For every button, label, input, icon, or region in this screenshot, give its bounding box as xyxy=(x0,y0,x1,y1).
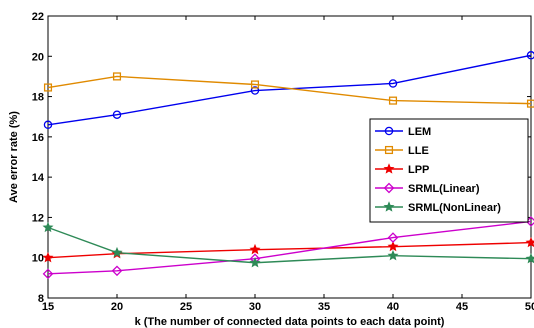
x-tick-label: 50 xyxy=(525,301,534,313)
x-tick-label: 25 xyxy=(180,301,192,313)
series-line xyxy=(47,75,532,105)
data-point xyxy=(112,110,122,119)
legend-item: LLE xyxy=(375,145,429,157)
legend-item: SRML(NonLinear) xyxy=(375,201,501,214)
y-tick-label: 8 xyxy=(38,293,44,305)
legend-marker xyxy=(384,126,394,136)
legend-marker xyxy=(383,182,395,194)
data-point xyxy=(42,221,54,233)
legend-marker xyxy=(384,145,394,155)
y-tick-label: 12 xyxy=(32,212,44,224)
legend-marker xyxy=(383,163,395,174)
data-point xyxy=(387,240,399,252)
axis-ticks: 15 20 25 30 35 40 45 50 8 10 12 14 16 18 20 22 xyxy=(32,11,534,313)
data-point xyxy=(42,251,54,263)
y-tick-label: 18 xyxy=(32,92,44,104)
legend-label: LEM xyxy=(408,126,431,138)
data-point xyxy=(112,72,122,81)
legend-label: SRML(NonLinear) xyxy=(408,202,501,214)
x-tick-label: 30 xyxy=(249,301,261,313)
data-point xyxy=(43,83,53,92)
data-point xyxy=(43,120,53,130)
y-tick-label: 14 xyxy=(32,172,45,184)
data-point xyxy=(387,232,399,243)
x-tick-label: 20 xyxy=(111,301,123,313)
data-point xyxy=(111,246,123,258)
data-point xyxy=(525,236,534,248)
y-axis-label: Ave error rate (%) xyxy=(8,111,20,203)
data-point xyxy=(250,80,260,89)
x-tick-label: 40 xyxy=(387,301,399,313)
data-point xyxy=(250,86,260,95)
data-point xyxy=(526,51,534,60)
series-lle xyxy=(43,72,534,108)
legend-item: LPP xyxy=(375,163,429,176)
y-tick-label: 10 xyxy=(32,253,44,265)
legend-label: SRML(Linear) xyxy=(408,183,480,195)
legend: LEM LLE LPP SRML(Linear) SRML(NonLinear) xyxy=(369,118,529,223)
series-lem xyxy=(43,51,534,130)
y-tick-label: 22 xyxy=(32,11,44,23)
data-point xyxy=(526,99,534,108)
data-point xyxy=(387,249,399,261)
series-srml-nonlinear- xyxy=(42,221,534,268)
data-point xyxy=(111,265,123,277)
x-tick-label: 15 xyxy=(42,301,54,313)
series-layer xyxy=(42,51,534,280)
data-point xyxy=(525,252,534,264)
legend-label: LLE xyxy=(408,145,429,157)
legend-marker xyxy=(383,201,395,212)
legend-label: LPP xyxy=(408,164,429,176)
x-tick-label: 45 xyxy=(456,301,468,313)
data-point xyxy=(249,256,261,268)
legend-item: LEM xyxy=(375,126,431,138)
data-point xyxy=(388,96,398,105)
data-point xyxy=(388,79,398,88)
y-tick-label: 20 xyxy=(32,51,44,63)
legend-item: SRML(Linear) xyxy=(375,182,480,195)
data-point xyxy=(42,268,54,280)
x-tick-label: 35 xyxy=(318,301,330,313)
data-point xyxy=(249,243,261,255)
series-line xyxy=(47,54,532,126)
legend-box xyxy=(369,118,529,223)
y-tick-label: 16 xyxy=(32,132,44,144)
x-axis-label: k (The number of connected data points t… xyxy=(135,316,445,328)
